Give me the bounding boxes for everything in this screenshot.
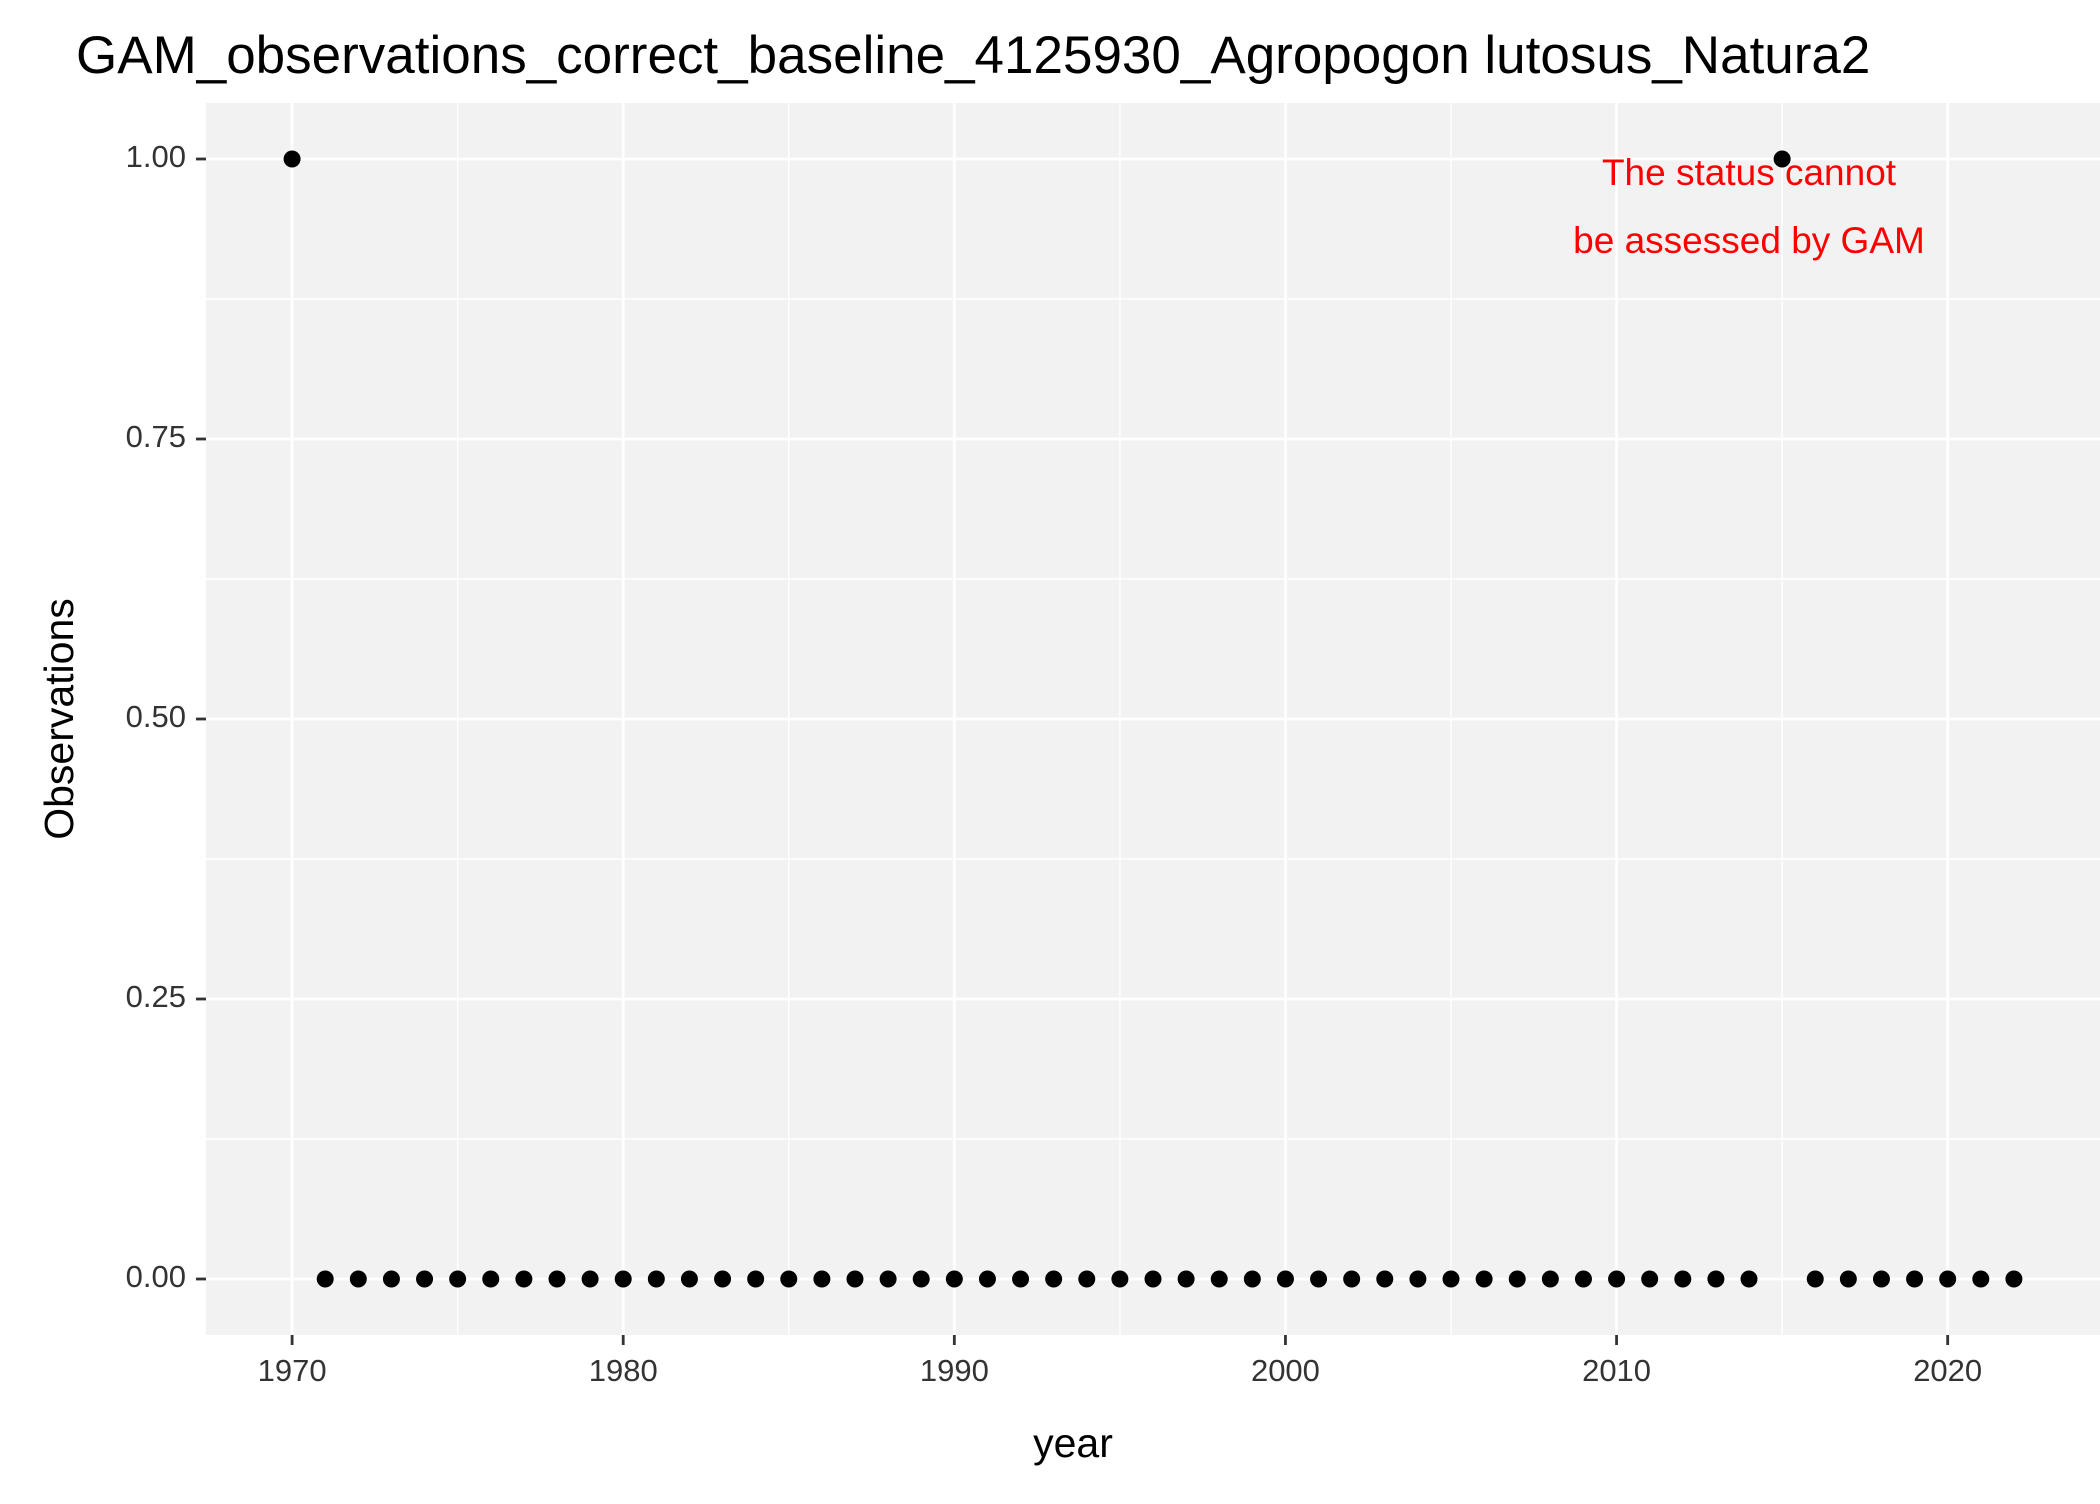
y-tick-label: 1.00 <box>126 139 186 174</box>
data-point <box>1740 1270 1758 1288</box>
y-axis-title: Observations <box>36 598 82 840</box>
data-point <box>1806 1270 1824 1288</box>
data-point <box>581 1270 599 1288</box>
data-point <box>1442 1270 1460 1288</box>
data-point <box>1343 1270 1361 1288</box>
data-point <box>680 1270 698 1288</box>
data-point <box>846 1270 864 1288</box>
data-point <box>382 1270 400 1288</box>
data-point <box>1839 1270 1857 1288</box>
data-point <box>1144 1270 1162 1288</box>
annotation-group: The status cannot be assessed by GAM <box>1573 152 1925 261</box>
data-point <box>1906 1270 1924 1288</box>
data-point <box>449 1270 467 1288</box>
data-point <box>1574 1270 1592 1288</box>
data-point <box>1773 150 1791 168</box>
annotation-line-1: The status cannot <box>1602 152 1897 193</box>
x-tick-label: 1970 <box>258 1353 327 1388</box>
data-point <box>1475 1270 1493 1288</box>
x-axis-title: year <box>1033 1420 1113 1466</box>
data-point <box>1276 1270 1294 1288</box>
data-point <box>349 1270 367 1288</box>
data-point <box>912 1270 930 1288</box>
data-point <box>1674 1270 1692 1288</box>
data-point <box>1012 1270 1030 1288</box>
data-point <box>1972 1270 1990 1288</box>
data-point <box>780 1270 798 1288</box>
data-point <box>2005 1270 2023 1288</box>
data-point <box>1376 1270 1394 1288</box>
x-tick-label: 2010 <box>1582 1353 1651 1388</box>
data-point <box>1210 1270 1228 1288</box>
annotation-line-2: be assessed by GAM <box>1573 220 1925 261</box>
y-tick-label: 0.00 <box>126 1259 186 1294</box>
data-point <box>1045 1270 1063 1288</box>
data-point <box>747 1270 765 1288</box>
data-point <box>813 1270 831 1288</box>
data-point <box>614 1270 632 1288</box>
data-point <box>1641 1270 1659 1288</box>
data-point <box>515 1270 533 1288</box>
data-point <box>416 1270 434 1288</box>
data-point <box>1872 1270 1890 1288</box>
data-point <box>1078 1270 1096 1288</box>
data-point <box>1608 1270 1626 1288</box>
data-point <box>714 1270 732 1288</box>
y-tick-label: 0.75 <box>126 419 186 454</box>
x-axis: 1970 1980 1990 2000 2010 2020 <box>258 1335 1982 1388</box>
data-point <box>1707 1270 1725 1288</box>
data-point <box>879 1270 897 1288</box>
data-point <box>1310 1270 1328 1288</box>
data-point <box>316 1270 334 1288</box>
data-point <box>978 1270 996 1288</box>
data-point <box>1508 1270 1526 1288</box>
data-point <box>1409 1270 1427 1288</box>
data-point <box>482 1270 500 1288</box>
data-point <box>283 150 301 168</box>
x-tick-label: 2020 <box>1913 1353 1982 1388</box>
data-point <box>1243 1270 1261 1288</box>
y-axis: 0.00 0.25 0.50 0.75 1.00 <box>126 139 206 1294</box>
data-point <box>647 1270 665 1288</box>
y-tick-label: 0.25 <box>126 979 186 1014</box>
data-point <box>548 1270 566 1288</box>
data-point <box>1541 1270 1559 1288</box>
data-point <box>1177 1270 1195 1288</box>
data-point <box>1111 1270 1129 1288</box>
data-point <box>1939 1270 1957 1288</box>
x-tick-label: 1980 <box>589 1353 658 1388</box>
data-point <box>945 1270 963 1288</box>
x-tick-label: 1990 <box>920 1353 989 1388</box>
x-tick-label: 2000 <box>1251 1353 1320 1388</box>
y-tick-label: 0.50 <box>126 699 186 734</box>
chart-title: GAM_observations_correct_baseline_412593… <box>76 26 1870 85</box>
minor-gridlines <box>206 103 2100 1335</box>
data-points <box>283 150 2023 1288</box>
